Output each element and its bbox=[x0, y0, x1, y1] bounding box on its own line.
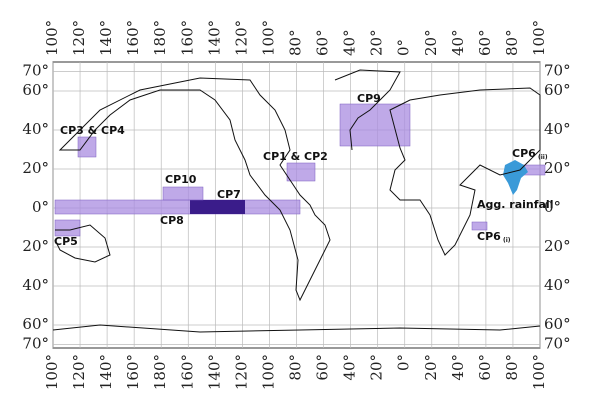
lat-tick-label: 20° bbox=[22, 159, 49, 177]
lon-tick-label: 140° bbox=[205, 20, 223, 56]
lon-tick-label: 100° bbox=[530, 354, 548, 390]
coastlines bbox=[52, 69, 541, 333]
lat-tick-label: 70° bbox=[22, 335, 49, 353]
lon-tick-label: 140° bbox=[205, 354, 223, 390]
lon-tick-label: 160° bbox=[124, 354, 142, 390]
lat-tick-label: 60° bbox=[22, 315, 49, 333]
lat-tick-label: 20° bbox=[544, 237, 571, 255]
lat-tick-label: 40° bbox=[22, 120, 49, 138]
region-label: CP3 & CP4 bbox=[60, 124, 125, 137]
lon-tick-label: 0° bbox=[395, 354, 413, 371]
regions bbox=[54, 103, 546, 237]
region-label: Agg. rainfall bbox=[477, 198, 553, 211]
lon-tick-label: 100° bbox=[259, 20, 277, 56]
region-sublabel: (i) bbox=[503, 237, 511, 244]
lon-tick-label: 20° bbox=[368, 354, 386, 381]
lat-tick-label: 0° bbox=[544, 198, 561, 216]
lon-tick-label: 160° bbox=[124, 20, 142, 56]
lon-tick-label: 160° bbox=[178, 20, 196, 56]
lon-tick-label: 60° bbox=[476, 29, 494, 56]
region-label: CP8 bbox=[160, 214, 184, 227]
lon-tick-label: 40° bbox=[341, 29, 359, 56]
region-box bbox=[54, 199, 301, 215]
lon-tick-label: 60° bbox=[314, 354, 332, 381]
lon-tick-label: 40° bbox=[341, 354, 359, 381]
lon-tick-label: 0° bbox=[395, 39, 413, 56]
lat-tick-label: 20° bbox=[544, 159, 571, 177]
lon-tick-label: 80° bbox=[503, 354, 521, 381]
lon-tick-label: 120° bbox=[70, 354, 88, 390]
lat-tick-label: 0° bbox=[32, 198, 49, 216]
region-box bbox=[190, 200, 245, 214]
lon-tick-label: 100° bbox=[43, 20, 61, 56]
lon-tick-label: 180° bbox=[151, 354, 169, 390]
lon-tick-label: 140° bbox=[97, 20, 115, 56]
region-label: CP6 bbox=[477, 230, 501, 243]
lon-tick-label: 60° bbox=[314, 29, 332, 56]
lon-tick-label: 20° bbox=[422, 354, 440, 381]
lat-tick-label: 40° bbox=[544, 120, 571, 138]
lon-tick-label: 60° bbox=[476, 354, 494, 381]
lat-tick-label: 60° bbox=[544, 81, 571, 99]
region-box bbox=[471, 221, 488, 231]
region-labels: CP3 & CP4 CP5 CP10 CP7 CP8 CP1 & CP2 CP9… bbox=[54, 92, 553, 248]
region-box bbox=[77, 136, 97, 158]
lon-tick-label: 100° bbox=[530, 20, 548, 56]
lat-tick-label: 70° bbox=[544, 335, 571, 353]
region-label: CP9 bbox=[357, 92, 381, 105]
region-label: CP5 bbox=[54, 235, 78, 248]
lon-tick-label: 120° bbox=[232, 354, 250, 390]
coast bbox=[58, 77, 331, 302]
lon-tick-label: 160° bbox=[178, 354, 196, 390]
lon-tick-label: 120° bbox=[70, 20, 88, 56]
lon-tick-label: 180° bbox=[151, 20, 169, 56]
coast bbox=[52, 324, 541, 333]
region-label: CP10 bbox=[165, 173, 197, 186]
lon-tick-label: 80° bbox=[287, 29, 305, 56]
lon-tick-label: 20° bbox=[368, 29, 386, 56]
region-sublabel: (ii) bbox=[538, 154, 548, 161]
lat-tick-label: 60° bbox=[22, 81, 49, 99]
region-box bbox=[339, 103, 411, 147]
coast bbox=[389, 87, 541, 256]
lon-tick-label: 100° bbox=[259, 354, 277, 390]
lon-tick-label: 120° bbox=[232, 20, 250, 56]
lon-tick-label: 140° bbox=[97, 354, 115, 390]
lat-tick-label: 20° bbox=[22, 237, 49, 255]
region-box bbox=[162, 186, 204, 201]
coast bbox=[54, 224, 111, 263]
region-label: CP6 bbox=[512, 147, 536, 160]
lat-tick-label: 70° bbox=[22, 62, 49, 80]
lat-tick-label: 40° bbox=[544, 276, 571, 294]
region-label: CP1 & CP2 bbox=[263, 150, 328, 163]
lon-tick-label: 40° bbox=[449, 29, 467, 56]
coast bbox=[334, 69, 401, 151]
lon-tick-label: 100° bbox=[43, 354, 61, 390]
lat-tick-label: 60° bbox=[544, 315, 571, 333]
lon-tick-label: 40° bbox=[449, 354, 467, 381]
lat-tick-label: 70° bbox=[544, 62, 571, 80]
lat-tick-label: 40° bbox=[22, 276, 49, 294]
region-box bbox=[286, 162, 316, 182]
lon-tick-label: 80° bbox=[287, 354, 305, 381]
region-label: CP7 bbox=[217, 188, 241, 201]
lon-tick-label: 20° bbox=[422, 29, 440, 56]
lon-tick-label: 80° bbox=[503, 29, 521, 56]
